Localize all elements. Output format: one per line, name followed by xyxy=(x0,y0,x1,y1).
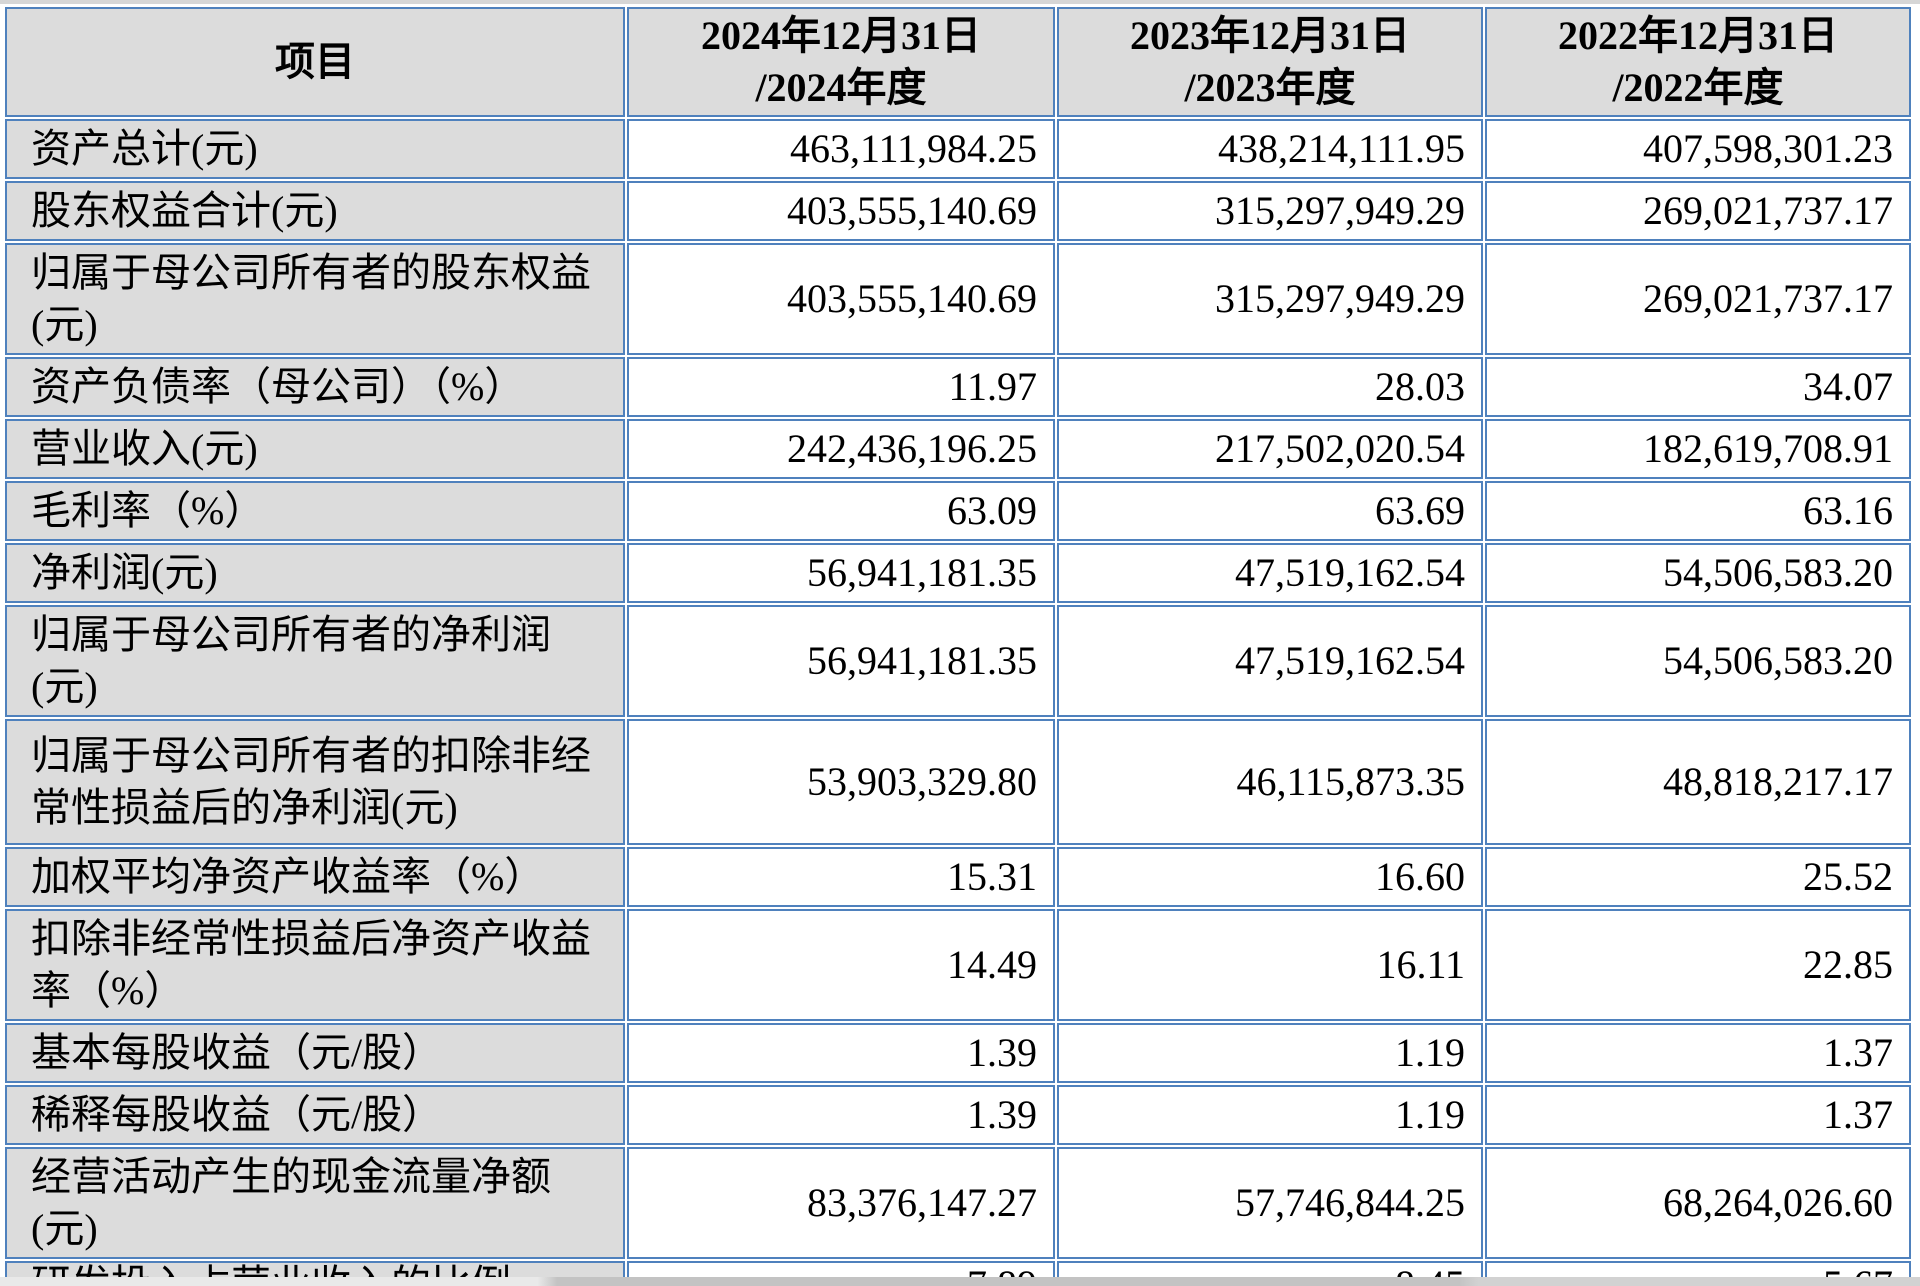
table-row: 稀释每股收益（元/股） 1.39 1.19 1.37 xyxy=(5,1085,1911,1145)
row-label: 资产总计(元) xyxy=(5,119,625,179)
cell-2022: 63.16 xyxy=(1485,481,1911,541)
cell-2024: 463,111,984.25 xyxy=(627,119,1055,179)
column-header-2022: 2022年12月31日 /2022年度 xyxy=(1485,7,1911,117)
column-header-2023: 2023年12月31日 /2023年度 xyxy=(1057,7,1483,117)
row-label: 归属于母公司所有者的股东权益(元) xyxy=(5,243,625,355)
cell-2024: 242,436,196.25 xyxy=(627,419,1055,479)
cell-2024: 63.09 xyxy=(627,481,1055,541)
cell-2024: 56,941,181.35 xyxy=(627,605,1055,717)
cell-2023: 63.69 xyxy=(1057,481,1483,541)
cell-2022: 182,619,708.91 xyxy=(1485,419,1911,479)
table-row: 基本每股收益（元/股） 1.39 1.19 1.37 xyxy=(5,1023,1911,1083)
table-row: 扣除非经常性损益后净资产收益率（%） 14.49 16.11 22.85 xyxy=(5,909,1911,1021)
table-row: 归属于母公司所有者的股东权益(元) 403,555,140.69 315,297… xyxy=(5,243,1911,355)
cell-2024: 14.49 xyxy=(627,909,1055,1021)
cell-2022: 1.37 xyxy=(1485,1085,1911,1145)
cell-2024: 15.31 xyxy=(627,847,1055,907)
cell-2023: 217,502,020.54 xyxy=(1057,419,1483,479)
table-header-row: 项目 2024年12月31日 /2024年度 2023年12月31日 /2023… xyxy=(5,7,1911,117)
cell-2024: 403,555,140.69 xyxy=(627,243,1055,355)
row-label: 基本每股收益（元/股） xyxy=(5,1023,625,1083)
cell-2022: 22.85 xyxy=(1485,909,1911,1021)
page-top-edge xyxy=(0,0,1920,4)
row-label: 净利润(元) xyxy=(5,543,625,603)
cell-2022: 54,506,583.20 xyxy=(1485,543,1911,603)
row-label: 股东权益合计(元) xyxy=(5,181,625,241)
row-label: 稀释每股收益（元/股） xyxy=(5,1085,625,1145)
cell-2023: 16.11 xyxy=(1057,909,1483,1021)
cell-2023: 28.03 xyxy=(1057,357,1483,417)
cell-2022: 68,264,026.60 xyxy=(1485,1147,1911,1259)
row-label: 资产负债率（母公司）（%） xyxy=(5,357,625,417)
cell-2023: 47,519,162.54 xyxy=(1057,543,1483,603)
cell-2024: 1.39 xyxy=(627,1085,1055,1145)
table-row: 资产总计(元) 463,111,984.25 438,214,111.95 40… xyxy=(5,119,1911,179)
column-header-item: 项目 xyxy=(5,7,625,117)
cell-2024: 56,941,181.35 xyxy=(627,543,1055,603)
row-label: 归属于母公司所有者的扣除非经常性损益后的净利润(元) xyxy=(5,719,625,845)
table-row: 资产负债率（母公司）（%） 11.97 28.03 34.07 xyxy=(5,357,1911,417)
row-label: 经营活动产生的现金流量净额(元) xyxy=(5,1147,625,1259)
cell-2022: 269,021,737.17 xyxy=(1485,243,1911,355)
cell-2022: 269,021,737.17 xyxy=(1485,181,1911,241)
cell-2022: 48,818,217.17 xyxy=(1485,719,1911,845)
row-label: 归属于母公司所有者的净利润(元) xyxy=(5,605,625,717)
cell-2023: 1.19 xyxy=(1057,1023,1483,1083)
row-label: 加权平均净资产收益率（%） xyxy=(5,847,625,907)
cell-2022: 54,506,583.20 xyxy=(1485,605,1911,717)
cell-2023: 1.19 xyxy=(1057,1085,1483,1145)
cell-2022: 25.52 xyxy=(1485,847,1911,907)
table-row: 毛利率（%） 63.09 63.69 63.16 xyxy=(5,481,1911,541)
cell-2023: 438,214,111.95 xyxy=(1057,119,1483,179)
cell-2024: 11.97 xyxy=(627,357,1055,417)
cell-2024: 1.39 xyxy=(627,1023,1055,1083)
table-row: 经营活动产生的现金流量净额(元) 83,376,147.27 57,746,84… xyxy=(5,1147,1911,1259)
table-row: 归属于母公司所有者的净利润(元) 56,941,181.35 47,519,16… xyxy=(5,605,1911,717)
row-label: 营业收入(元) xyxy=(5,419,625,479)
cell-2023: 47,519,162.54 xyxy=(1057,605,1483,717)
cell-2022: 1.37 xyxy=(1485,1023,1911,1083)
financial-summary-table: 项目 2024年12月31日 /2024年度 2023年12月31日 /2023… xyxy=(3,5,1913,1286)
table-row: 归属于母公司所有者的扣除非经常性损益后的净利润(元) 53,903,329.80… xyxy=(5,719,1911,845)
column-header-2024: 2024年12月31日 /2024年度 xyxy=(627,7,1055,117)
cell-2024: 403,555,140.69 xyxy=(627,181,1055,241)
row-label: 毛利率（%） xyxy=(5,481,625,541)
page-bottom-edge xyxy=(0,1277,1920,1286)
table-row: 加权平均净资产收益率（%） 15.31 16.60 25.52 xyxy=(5,847,1911,907)
cell-2022: 34.07 xyxy=(1485,357,1911,417)
cell-2023: 315,297,949.29 xyxy=(1057,243,1483,355)
table-row: 营业收入(元) 242,436,196.25 217,502,020.54 18… xyxy=(5,419,1911,479)
cell-2024: 53,903,329.80 xyxy=(627,719,1055,845)
cell-2023: 57,746,844.25 xyxy=(1057,1147,1483,1259)
table-row: 净利润(元) 56,941,181.35 47,519,162.54 54,50… xyxy=(5,543,1911,603)
cell-2024: 83,376,147.27 xyxy=(627,1147,1055,1259)
table-row: 股东权益合计(元) 403,555,140.69 315,297,949.29 … xyxy=(5,181,1911,241)
cell-2023: 315,297,949.29 xyxy=(1057,181,1483,241)
row-label: 扣除非经常性损益后净资产收益率（%） xyxy=(5,909,625,1021)
cell-2022: 407,598,301.23 xyxy=(1485,119,1911,179)
cell-2023: 16.60 xyxy=(1057,847,1483,907)
cell-2023: 46,115,873.35 xyxy=(1057,719,1483,845)
